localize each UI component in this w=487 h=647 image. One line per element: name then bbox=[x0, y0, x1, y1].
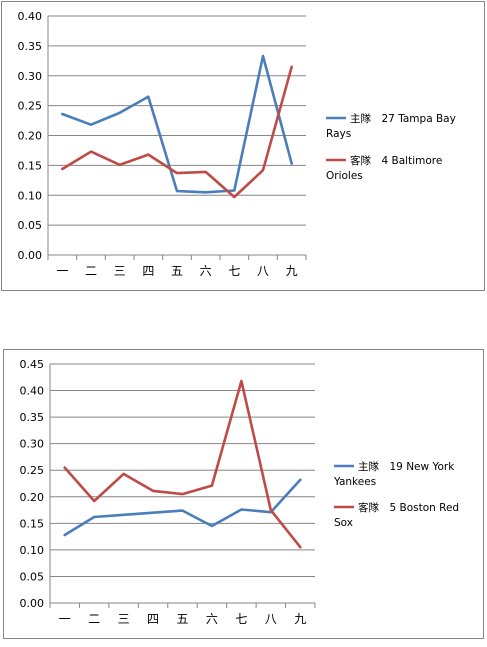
legend-label-continued: Sox bbox=[334, 517, 353, 529]
y-tick-label: 0.20 bbox=[20, 491, 45, 504]
legend-label: 客隊 5 Boston Red bbox=[358, 501, 459, 514]
y-tick-label: 0.20 bbox=[18, 130, 43, 143]
legend-label: 客隊 4 Baltimore bbox=[350, 154, 442, 167]
y-tick-label: 0.35 bbox=[20, 411, 45, 424]
y-tick-label: 0.10 bbox=[20, 544, 45, 557]
x-category-label: 四 bbox=[142, 264, 154, 278]
legend-label-continued: Orioles bbox=[326, 170, 363, 182]
x-category-label: 五 bbox=[176, 612, 188, 626]
x-category-label: 六 bbox=[200, 264, 212, 278]
y-tick-label: 0.05 bbox=[20, 570, 45, 583]
y-tick-label: 0.30 bbox=[20, 438, 45, 451]
x-category-label: 九 bbox=[286, 264, 298, 278]
x-category-label: 三 bbox=[114, 264, 126, 278]
x-category-label: 三 bbox=[118, 612, 130, 626]
legend-label-continued: Rays bbox=[326, 128, 351, 140]
series-line-away bbox=[63, 379, 302, 549]
legend-label: 主隊 19 New York bbox=[358, 460, 455, 473]
y-tick-label: 0.00 bbox=[18, 249, 43, 262]
y-tick-label: 0.10 bbox=[18, 189, 43, 202]
x-category-label: 二 bbox=[88, 612, 100, 626]
legend-label-continued: Yankees bbox=[333, 476, 376, 488]
x-category-label: 八 bbox=[257, 264, 269, 278]
chart-rays-orioles: 0.00 0.05 0.10 0.15 0.20 0.25 0.30 0.35 0.40 一 二 三 四… bbox=[1, 1, 485, 291]
series-line-home bbox=[63, 478, 302, 537]
y-tick-label: 0.25 bbox=[20, 464, 45, 477]
y-tick-label: 0.30 bbox=[18, 70, 43, 83]
y-tick-label: 0.35 bbox=[18, 40, 43, 53]
x-category-label: 一 bbox=[59, 612, 71, 626]
x-category-label: 二 bbox=[85, 264, 97, 278]
y-tick-label: 0.45 bbox=[20, 358, 45, 371]
x-category-label: 四 bbox=[147, 612, 159, 626]
y-tick-label: 0.40 bbox=[20, 385, 45, 398]
x-category-label: 九 bbox=[294, 612, 306, 626]
x-category-label: 五 bbox=[171, 264, 183, 278]
legend-label: 主隊 27 Tampa Bay bbox=[350, 112, 456, 125]
y-tick-label: 0.15 bbox=[20, 517, 45, 530]
x-category-label: 八 bbox=[265, 612, 277, 626]
x-category-label: 七 bbox=[235, 612, 247, 626]
chart-yankees-redsox: 0.00 0.05 0.10 0.15 0.20 0.25 0.30 0.35 0.40 0.45… bbox=[3, 349, 484, 639]
x-category-label: 六 bbox=[206, 612, 218, 626]
y-tick-label: 0.15 bbox=[18, 159, 43, 172]
chart-1-svg: 0.00 0.05 0.10 0.15 0.20 0.25 0.30 0.35 0.40 一 二 三 四… bbox=[18, 10, 456, 278]
y-tick-label: 0.40 bbox=[18, 10, 43, 23]
series-line-home bbox=[60, 54, 294, 194]
chart-2-svg: 0.00 0.05 0.10 0.15 0.20 0.25 0.30 0.35 0.40 0.45… bbox=[20, 358, 460, 626]
series-line-away bbox=[60, 65, 294, 199]
y-tick-label: 0.25 bbox=[18, 100, 43, 113]
x-category-label: 七 bbox=[228, 264, 240, 278]
y-tick-label: 0.05 bbox=[18, 219, 43, 232]
x-category-label: 一 bbox=[56, 264, 68, 278]
y-tick-label: 0.00 bbox=[20, 597, 45, 610]
